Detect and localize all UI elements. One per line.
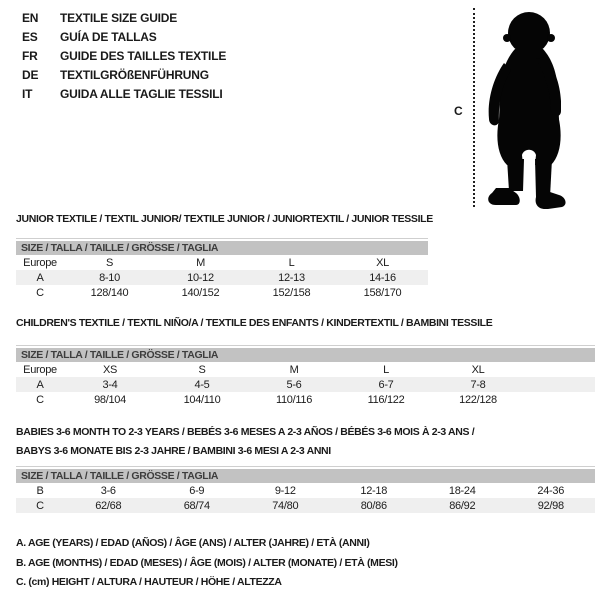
table-row: A 3-4 4-5 5-6 6-7 7-8: [16, 377, 595, 392]
language-title: GUIDE DES TAILLES TEXTILE: [60, 49, 227, 63]
row-label-cell: B: [36, 484, 44, 497]
table-topline: [16, 345, 595, 346]
language-title: GUIDA ALLE TAGLIE TESSILI: [60, 87, 223, 101]
size-table-children: SIZE / TALLA / TAILLE / GRÖSSE / TAGLIA …: [16, 348, 595, 407]
size-header-bar: SIZE / TALLA / TAILLE / GRÖSSE / TAGLIA: [16, 241, 429, 255]
size-table-junior: SIZE / TALLA / TAILLE / GRÖSSE / TAGLIA …: [16, 241, 429, 300]
size-cell: 5-6: [248, 377, 340, 392]
size-cell: XS: [102, 363, 118, 376]
row-label-cell: Europe: [23, 256, 57, 269]
size-cell: 4-5: [156, 377, 248, 392]
size-cell: 12-13: [246, 270, 337, 285]
row-label-cell: C: [36, 286, 44, 299]
size-cell: 24-36: [537, 484, 565, 497]
table-topline: [16, 466, 595, 467]
filler-cell: [524, 362, 595, 377]
language-row: EN TEXTILE SIZE GUIDE: [22, 9, 226, 28]
language-code: FR: [22, 49, 38, 63]
size-cell: S: [198, 363, 206, 376]
size-cell: 116/122: [367, 393, 405, 406]
legend-line-c: C. (cm) HEIGHT / ALTURA / HAUTEUR / HÖHE…: [16, 576, 282, 588]
size-cell: 158/170: [363, 286, 402, 299]
size-cell: 80/86: [329, 498, 418, 513]
size-table-babies: SIZE / TALLA / TAILLE / GRÖSSE / TAGLIA …: [16, 469, 595, 513]
language-code: IT: [22, 87, 33, 101]
language-row: ES GUÍA DE TALLAS: [22, 28, 226, 47]
table-topline: [16, 238, 428, 239]
size-header-bar: SIZE / TALLA / TAILLE / GRÖSSE / TAGLIA: [16, 469, 595, 483]
section-babies: BABIES 3-6 MONTH TO 2-3 YEARS / BEBÉS 3-…: [16, 423, 595, 513]
size-cell: 74/80: [241, 498, 330, 513]
size-cell: 12-18: [360, 484, 388, 497]
size-cell: 122/128: [459, 393, 497, 406]
height-label-c: C: [454, 104, 463, 118]
table-row: B 3-6 6-9 9-12 12-18 18-24 24-36: [16, 483, 595, 498]
size-cell: 8-10: [64, 270, 155, 285]
size-cell: 10-12: [155, 270, 246, 285]
size-cell: 152/158: [272, 286, 311, 299]
size-cell: 140/152: [181, 286, 220, 299]
height-figure: C: [440, 0, 600, 215]
section-junior: JUNIOR TEXTILE / TEXTIL JUNIOR/ TEXTILE …: [16, 212, 433, 300]
row-label-cell: A: [16, 377, 64, 392]
row-label-cell: C: [16, 498, 64, 513]
size-cell: S: [105, 256, 114, 269]
size-cell: 92/98: [506, 498, 595, 513]
size-cell: XL: [471, 363, 485, 376]
size-cell: M: [196, 256, 205, 269]
size-cell: 98/104: [94, 393, 126, 406]
size-cell: 18-24: [448, 484, 476, 497]
language-row: DE TEXTILGRÖßENFÜHRUNG: [22, 66, 226, 85]
language-title: TEXTILGRÖßENFÜHRUNG: [60, 68, 209, 82]
table-title: JUNIOR TEXTILE / TEXTIL JUNIOR/ TEXTILE …: [16, 213, 433, 225]
size-cell: XL: [376, 256, 389, 269]
size-cell: 68/74: [152, 498, 241, 513]
language-list: EN TEXTILE SIZE GUIDE ES GUÍA DE TALLAS FR…: [22, 9, 226, 104]
size-cell: 62/68: [64, 498, 153, 513]
table-row: C 128/140 140/152 152/158 158/170: [16, 285, 428, 300]
toddler-silhouette: [488, 12, 566, 209]
size-cell: M: [289, 363, 299, 376]
table-title-line2: BABYS 3-6 MONATE BIS 2-3 JAHRE / BAMBINI…: [16, 445, 331, 457]
language-title: TEXTILE SIZE GUIDE: [60, 11, 178, 25]
table-row: A 8-10 10-12 12-13 14-16: [16, 270, 429, 285]
table-row: C 98/104 104/110 110/116 116/122 122/128: [16, 392, 595, 407]
size-cell: 7-8: [432, 377, 524, 392]
language-code: ES: [22, 30, 38, 44]
table-row: Europe XS S M L XL: [16, 362, 595, 377]
size-cell: 14-16: [337, 270, 429, 285]
size-cell: 6-9: [189, 484, 205, 497]
table-title: CHILDREN'S TEXTILE / TEXTIL NIÑO/A / TEX…: [16, 317, 493, 329]
row-label-cell: A: [16, 270, 64, 285]
size-cell: 9-12: [274, 484, 296, 497]
table-row: C 62/68 68/74 74/80 80/86 86/92 92/98: [16, 498, 595, 513]
size-cell: 3-6: [100, 484, 116, 497]
language-code: EN: [22, 11, 39, 25]
row-label-cell: Europe: [23, 363, 57, 376]
size-cell: 6-7: [340, 377, 432, 392]
legend-line-b: B. AGE (MONTHS) / EDAD (MESES) / ÂGE (MO…: [16, 556, 398, 569]
language-title: GUÍA DE TALLAS: [60, 30, 157, 44]
legend-line-a: A. AGE (YEARS) / EDAD (AÑOS) / ÂGE (ANS)…: [16, 537, 370, 549]
size-cell: 3-4: [64, 377, 156, 392]
filler-cell: [524, 392, 595, 407]
size-cell: L: [288, 256, 295, 269]
filler-cell: [524, 377, 595, 392]
section-children: CHILDREN'S TEXTILE / TEXTIL NIÑO/A / TEX…: [16, 316, 595, 407]
size-cell: 110/116: [275, 393, 313, 406]
height-dashed-line: [473, 8, 475, 207]
row-label-cell: C: [36, 393, 44, 406]
size-header-bar: SIZE / TALLA / TAILLE / GRÖSSE / TAGLIA: [16, 348, 595, 362]
size-cell: 86/92: [418, 498, 507, 513]
size-cell: 128/140: [90, 286, 129, 299]
size-cell: 104/110: [183, 393, 221, 406]
size-cell: L: [383, 363, 389, 376]
language-row: FR GUIDE DES TAILLES TEXTILE: [22, 47, 226, 66]
table-title-line1: BABIES 3-6 MONTH TO 2-3 YEARS / BEBÉS 3-…: [16, 426, 475, 438]
table-row: Europe S M L XL: [16, 255, 428, 270]
language-code: DE: [22, 68, 39, 82]
language-row: IT GUIDA ALLE TAGLIE TESSILI: [22, 85, 226, 104]
measurement-legend: A. AGE (YEARS) / EDAD (AÑOS) / ÂGE (ANS)…: [16, 534, 398, 593]
